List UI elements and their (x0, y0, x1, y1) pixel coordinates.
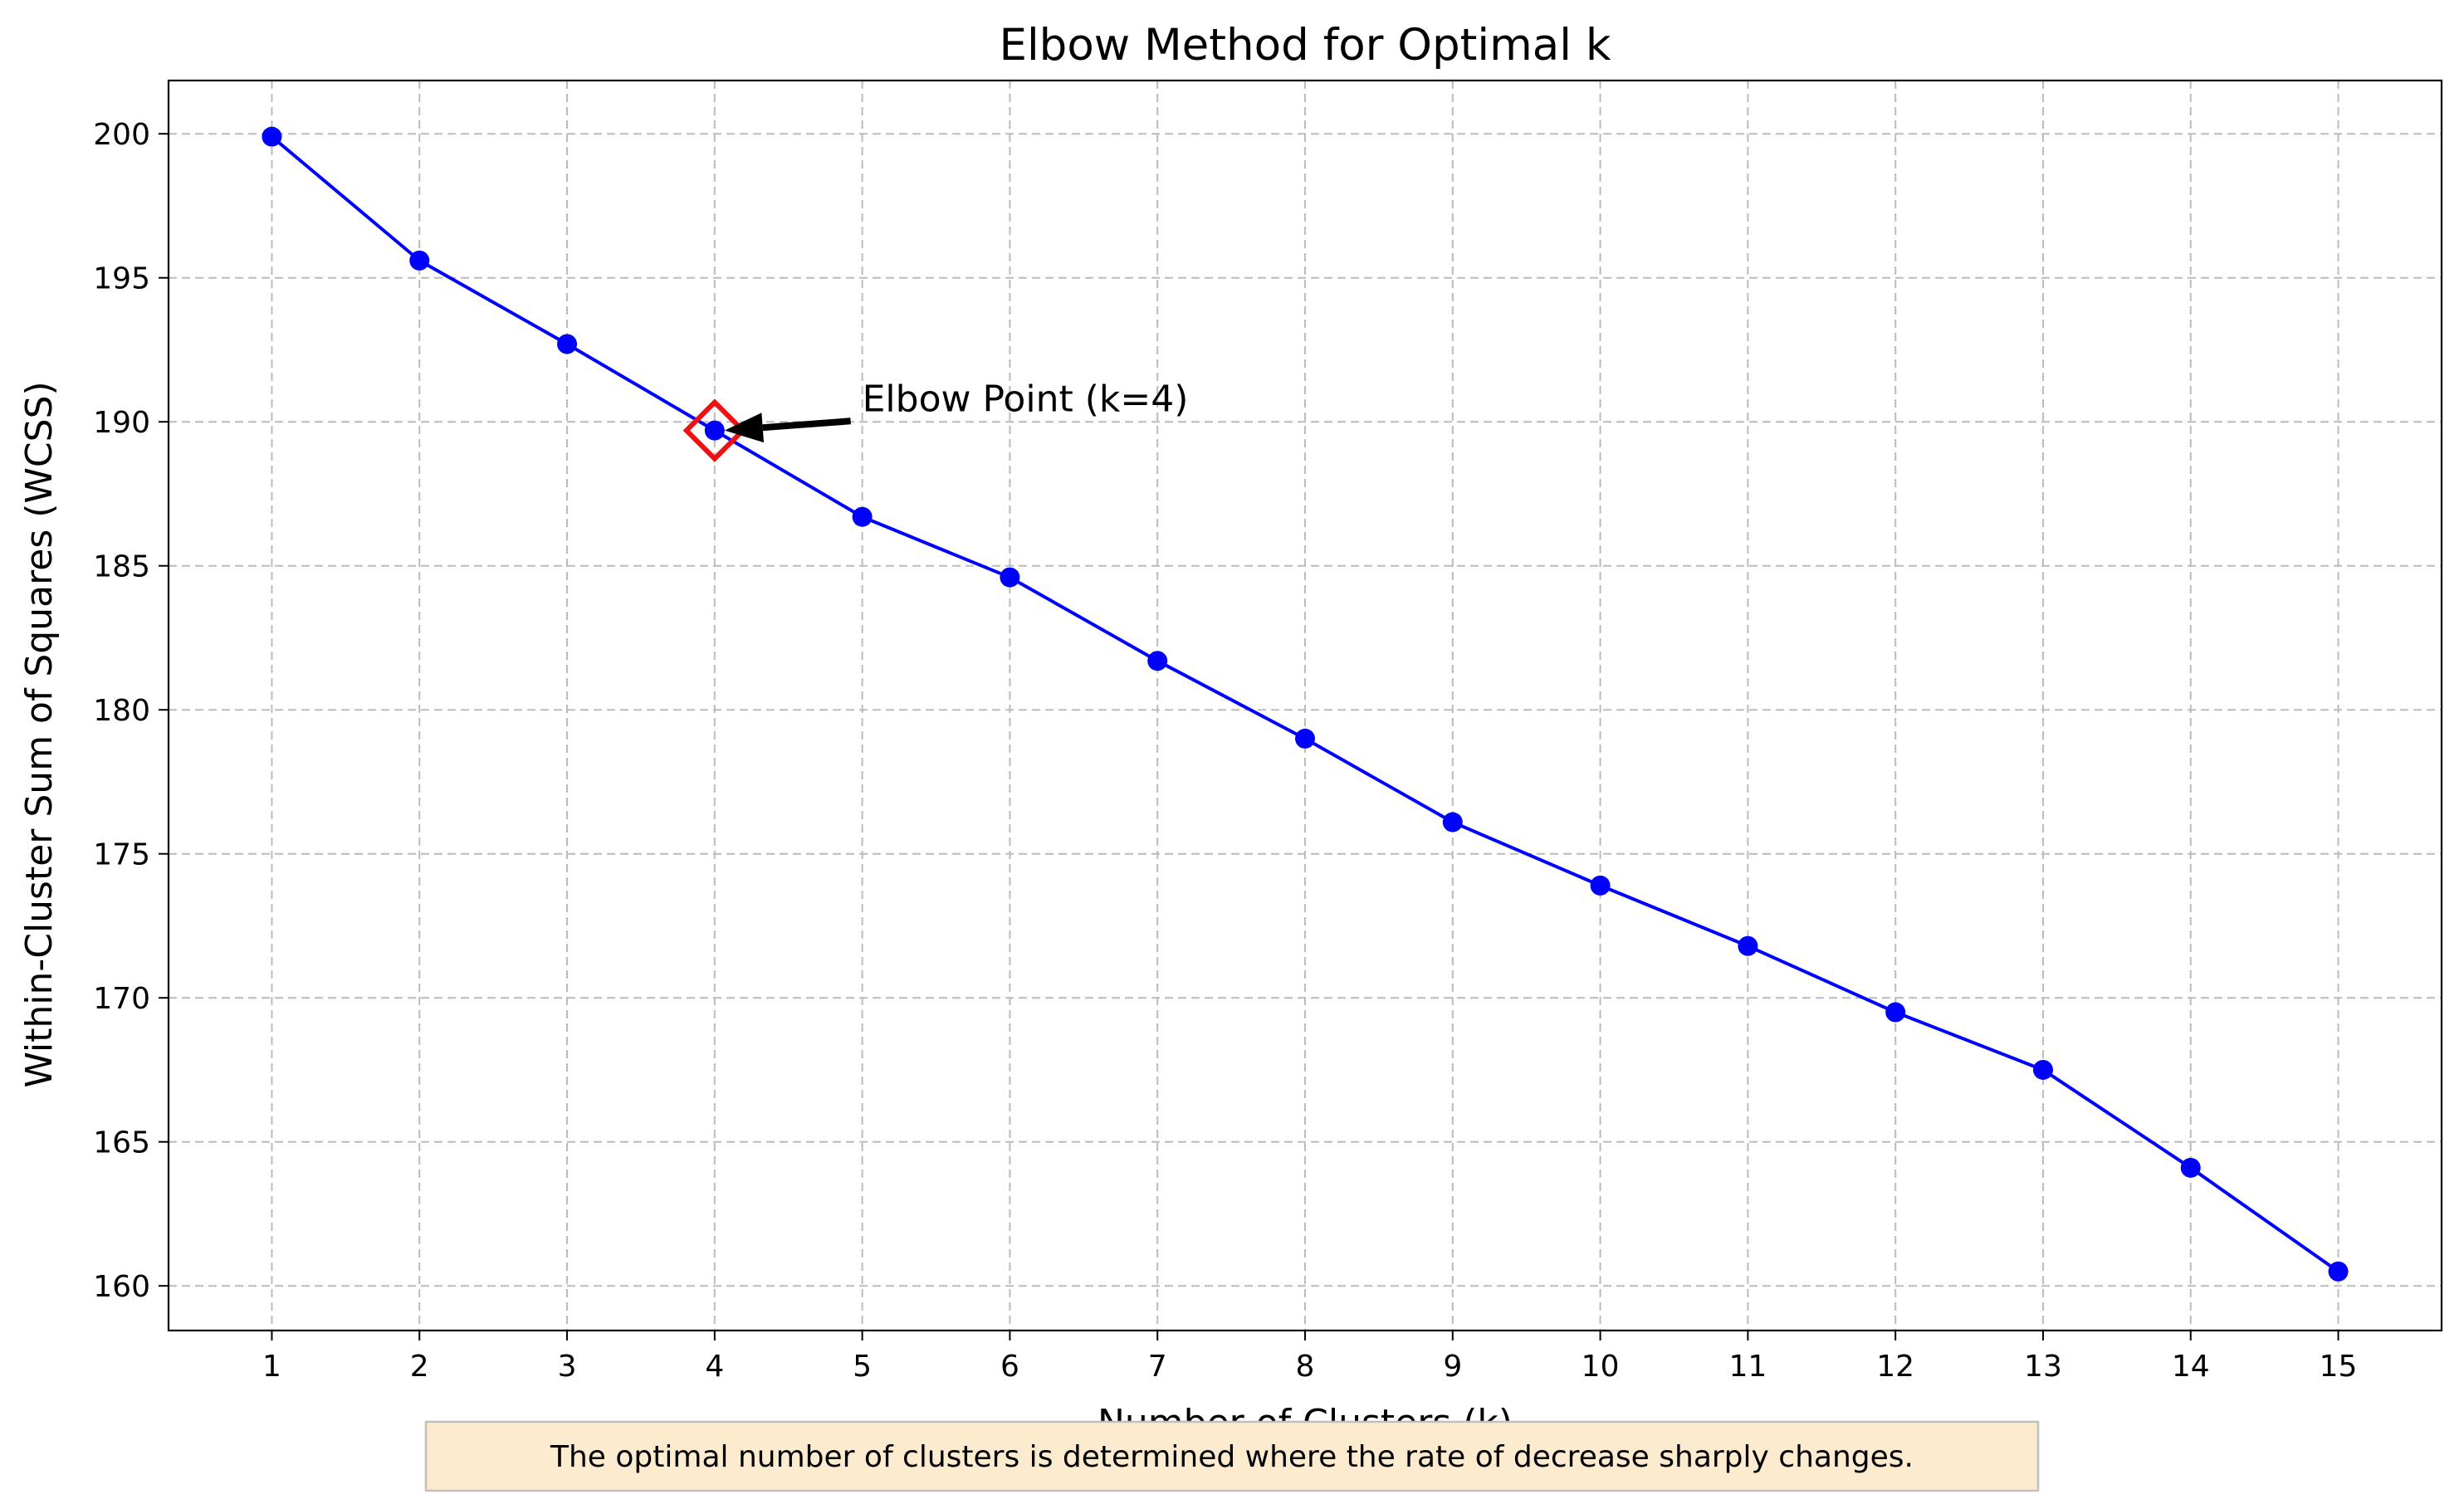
y-tick-label: 195 (93, 262, 150, 296)
x-tick-label: 14 (2172, 1350, 2210, 1384)
y-axis-label: Within-Cluster Sum of Squares (WCSS) (18, 381, 61, 1087)
x-tick-label: 9 (1443, 1350, 1462, 1384)
data-point (1147, 651, 1167, 671)
x-tick-label: 1 (262, 1350, 281, 1384)
x-tick-label: 5 (853, 1350, 872, 1384)
x-tick-label: 11 (1728, 1350, 1767, 1384)
x-tick-label: 15 (2320, 1350, 2358, 1384)
y-tick-label: 160 (93, 1270, 150, 1304)
x-tick-label: 2 (410, 1350, 429, 1384)
data-point (557, 334, 577, 354)
x-tick-label: 7 (1148, 1350, 1167, 1384)
y-tick-label: 170 (93, 982, 150, 1016)
y-tick-label: 180 (93, 694, 150, 728)
data-point (1885, 1003, 1905, 1023)
x-tick-label: 12 (1876, 1350, 1914, 1384)
x-tick-label: 4 (705, 1350, 724, 1384)
x-tick-label: 13 (2024, 1350, 2062, 1384)
data-point (2181, 1158, 2201, 1178)
data-point (853, 507, 873, 527)
data-point (1738, 936, 1758, 956)
x-tick-label: 6 (1000, 1350, 1019, 1384)
y-tick-label: 200 (93, 118, 150, 152)
x-tick-label: 10 (1582, 1350, 1620, 1384)
footnote-text: The optimal number of clusters is determ… (550, 1440, 1914, 1474)
y-tick-label: 190 (93, 406, 150, 440)
data-point (705, 421, 725, 441)
data-point (262, 127, 281, 147)
y-tick-label: 165 (93, 1126, 150, 1160)
data-point (2033, 1060, 2053, 1080)
data-point (1000, 568, 1019, 588)
data-point (1295, 729, 1315, 749)
y-tick-label: 185 (93, 550, 150, 584)
data-point (409, 251, 429, 271)
data-point (2329, 1262, 2349, 1282)
x-tick-label: 3 (558, 1350, 577, 1384)
data-point (1443, 813, 1463, 833)
x-tick-label: 8 (1296, 1350, 1315, 1384)
y-tick-label: 175 (93, 838, 150, 872)
chart-title: Elbow Method for Optimal k (999, 20, 1611, 71)
data-point (1591, 876, 1611, 896)
elbow-annotation-label: Elbow Point (k=4) (863, 378, 1189, 420)
